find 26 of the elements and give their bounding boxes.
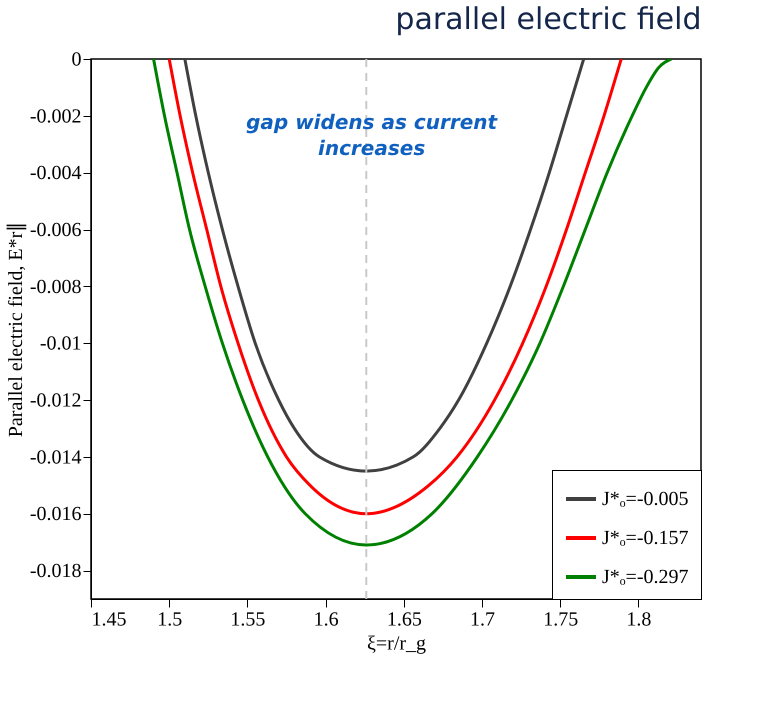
- legend-label: J*ₒ=-0.005: [602, 488, 688, 510]
- y-tick-label: -0.008: [30, 276, 82, 298]
- y-tick-label: 0: [72, 48, 82, 70]
- legend-label: J*ₒ=-0.157: [602, 527, 688, 549]
- chart-title: parallel electric field: [395, 2, 702, 37]
- x-axis-title: ξ=r/r_g: [366, 632, 426, 654]
- annotation: gap widens as current increases: [246, 110, 499, 160]
- legend-label: J*ₒ=-0.297: [602, 566, 688, 588]
- y-tick-label: -0.006: [30, 219, 82, 242]
- y-tick-label: -0.004: [30, 162, 82, 184]
- x-tick-label: 1.65: [386, 608, 422, 630]
- y-tick-label: -0.01: [40, 332, 82, 355]
- y-tick-label: -0.012: [30, 390, 82, 412]
- y-axis-title: Parallel electric field, E*r∥: [4, 222, 27, 438]
- x-tick-label: 1.8: [626, 608, 652, 630]
- x-tick-label: 1.75: [543, 608, 578, 630]
- x-tick-label: 1.5: [157, 608, 182, 630]
- x-tick-label: 1.45: [92, 608, 126, 630]
- y-tick-label: -0.016: [30, 503, 82, 526]
- y-tick-label: -0.018: [30, 560, 82, 582]
- y-tick-label: -0.002: [30, 105, 82, 128]
- y-tick-label: -0.014: [30, 446, 82, 468]
- x-tick-label: 1.7: [470, 608, 496, 630]
- line-series: [183, 59, 586, 473]
- x-tick-label: 1.6: [314, 608, 339, 630]
- x-tick-label: 1.55: [230, 608, 266, 630]
